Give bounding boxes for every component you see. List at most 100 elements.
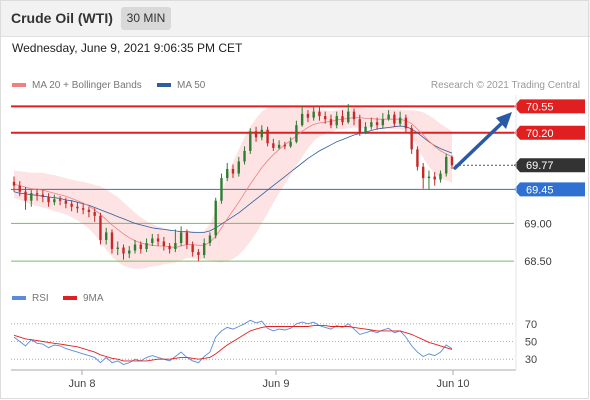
candle bbox=[427, 170, 431, 190]
candle bbox=[87, 206, 91, 218]
price-level-tag bbox=[514, 99, 585, 114]
rsi-tick-label: 50 bbox=[525, 337, 537, 349]
timeframe-button[interactable]: 30 MIN bbox=[121, 7, 171, 30]
legend-ma50: MA 50 bbox=[157, 80, 205, 91]
candle-body bbox=[116, 247, 119, 250]
forecast-arrow bbox=[453, 120, 505, 170]
candle-body bbox=[128, 250, 131, 254]
candle bbox=[145, 238, 148, 253]
candle bbox=[64, 197, 68, 209]
candle-body bbox=[249, 131, 252, 151]
candle bbox=[35, 188, 39, 201]
candle bbox=[47, 193, 50, 207]
candle-body bbox=[318, 111, 321, 117]
legend-ma20-label: MA 20 + Bollinger Bands bbox=[32, 80, 142, 91]
price-level-label: 70.55 bbox=[526, 101, 554, 113]
candle-body bbox=[312, 111, 315, 118]
candle bbox=[105, 227, 108, 245]
ma20-line bbox=[13, 117, 453, 248]
candle-body bbox=[70, 203, 73, 207]
candle bbox=[197, 249, 200, 262]
candle bbox=[58, 196, 62, 206]
candle-body bbox=[254, 131, 258, 138]
candle bbox=[220, 173, 223, 204]
candle bbox=[70, 200, 73, 212]
candle bbox=[272, 138, 275, 151]
candle bbox=[318, 107, 321, 121]
candle-body bbox=[110, 232, 114, 250]
candle-body bbox=[99, 215, 102, 240]
legend-ma20: MA 20 + Bollinger Bands bbox=[12, 80, 142, 91]
candle bbox=[185, 229, 189, 250]
candle bbox=[295, 120, 298, 144]
candle-body bbox=[179, 232, 183, 243]
candle bbox=[381, 113, 385, 129]
credit-text: Research © 2021 Trading Central bbox=[430, 80, 580, 91]
candle bbox=[18, 181, 21, 197]
candle-body bbox=[445, 156, 448, 174]
rsi-tick-label: 70 bbox=[525, 319, 537, 331]
candle bbox=[174, 229, 177, 253]
ma50-swatch bbox=[157, 83, 171, 88]
legend-rsi: RSI bbox=[12, 293, 49, 304]
candle-body bbox=[145, 243, 148, 250]
candle bbox=[231, 164, 235, 179]
candle-body bbox=[139, 244, 142, 250]
price-level-label: 69.00 bbox=[524, 218, 552, 230]
candle bbox=[122, 244, 125, 260]
candle bbox=[243, 146, 246, 165]
candle bbox=[156, 233, 160, 247]
candle bbox=[352, 108, 356, 126]
x-tick-label: Jun 9 bbox=[263, 378, 290, 390]
candle bbox=[116, 241, 119, 256]
candle bbox=[99, 212, 102, 245]
candle bbox=[53, 194, 56, 206]
candle bbox=[24, 187, 27, 210]
candle bbox=[41, 190, 45, 203]
candle bbox=[306, 110, 310, 123]
candle-body bbox=[387, 114, 390, 120]
candle-body bbox=[439, 173, 442, 180]
candle bbox=[375, 117, 379, 130]
candle bbox=[324, 111, 327, 124]
candle-body bbox=[381, 119, 385, 126]
candle-body bbox=[324, 116, 327, 120]
candle-body bbox=[53, 199, 56, 203]
candle bbox=[260, 125, 264, 141]
candle bbox=[329, 114, 333, 129]
price-level-label: 69.45 bbox=[526, 184, 554, 196]
rsi-9ma-line bbox=[13, 325, 453, 362]
candle bbox=[445, 153, 448, 177]
candle-body bbox=[58, 199, 62, 201]
chart-header: Crude Oil (WTI) 30 MIN bbox=[0, 0, 590, 37]
candle-body bbox=[260, 129, 264, 138]
price-level-label: 69.77 bbox=[526, 160, 554, 172]
candle-body bbox=[220, 178, 223, 201]
candle-body bbox=[214, 200, 217, 236]
candle-body bbox=[35, 193, 39, 195]
candle bbox=[179, 226, 183, 247]
candle bbox=[289, 137, 292, 148]
candle-body bbox=[151, 238, 154, 243]
legend-9ma-label: 9MA bbox=[83, 293, 104, 304]
x-tick-label: Jun 10 bbox=[436, 378, 469, 390]
candle bbox=[404, 114, 408, 133]
candle bbox=[416, 146, 419, 171]
candle bbox=[335, 111, 338, 129]
candle-body bbox=[174, 243, 177, 250]
candle-body bbox=[93, 212, 96, 216]
candle bbox=[277, 140, 281, 150]
candle-body bbox=[295, 125, 298, 142]
candle-body bbox=[87, 209, 91, 213]
candle-body bbox=[162, 241, 166, 247]
candle bbox=[208, 232, 212, 247]
rsi-line bbox=[13, 319, 453, 365]
candle bbox=[450, 155, 454, 169]
candle bbox=[341, 110, 344, 126]
candle-body bbox=[243, 150, 246, 162]
candle-body bbox=[30, 193, 33, 201]
candle bbox=[30, 190, 33, 207]
price-level-tag bbox=[514, 158, 585, 173]
candle-body bbox=[329, 119, 333, 126]
